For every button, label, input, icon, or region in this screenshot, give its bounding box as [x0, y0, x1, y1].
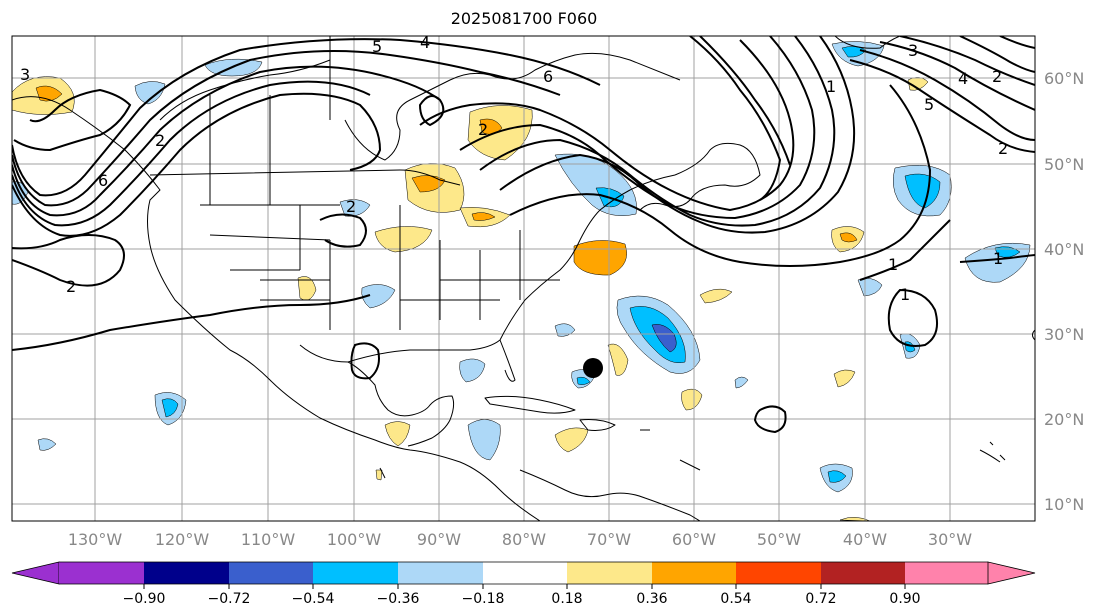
colorbar-segment — [144, 562, 229, 584]
contour-label: 5 — [924, 95, 934, 114]
lon-label: 130°W — [68, 530, 123, 549]
contour-label: 5 — [372, 37, 382, 56]
contour-label: 1 — [900, 285, 910, 304]
contour-label: 2 — [346, 197, 356, 216]
contour-label: 2 — [66, 277, 76, 296]
lon-label: 60°W — [672, 530, 716, 549]
lat-label: 60°N — [1044, 69, 1084, 88]
colorbar-tick-label: −0.54 — [292, 591, 335, 607]
colorbar-tick-label: −0.72 — [208, 591, 251, 607]
lon-label: 30°W — [928, 530, 972, 549]
colorbar-segment — [821, 562, 905, 584]
colorbar-segment — [567, 562, 652, 584]
colorbar-tick-label: −0.90 — [123, 591, 166, 607]
lat-label: 40°N — [1044, 240, 1084, 259]
colorbar-segment — [59, 562, 144, 584]
contour-label: 4 — [958, 69, 968, 88]
lon-label: 70°W — [587, 530, 631, 549]
longitude-labels: 130°W 120°W 110°W 100°W 90°W 80°W 70°W 6… — [68, 530, 972, 549]
colorbar-segment — [483, 562, 567, 584]
coastlines — [12, 36, 1035, 521]
contour-label: 1 — [888, 255, 898, 274]
colorbar-segment — [736, 562, 821, 584]
gridlines — [12, 36, 1035, 521]
contour-label: 3 — [20, 65, 30, 84]
lon-label: 40°W — [843, 530, 887, 549]
colorbar: −0.90 −0.72 −0.54 −0.36 −0.18 0.18 0.36 … — [11, 561, 1036, 607]
latitude-labels: 60°N 50°N 40°N 30°N 20°N 10°N — [1044, 69, 1084, 514]
contour-label: 1 — [993, 249, 1003, 268]
colorbar-tick-label: 0.72 — [805, 591, 836, 607]
colorbar-segment — [229, 562, 313, 584]
colorbar-segment — [313, 562, 398, 584]
colorbar-tick-label: 0.90 — [889, 591, 920, 607]
lat-label: 30°N — [1044, 325, 1084, 344]
contour-label: 6 — [98, 171, 108, 190]
storm-center-marker — [583, 358, 603, 378]
map-frame — [11, 35, 1036, 522]
contour-label: 2 — [478, 120, 488, 139]
colorbar-tick-label: 0.36 — [636, 591, 667, 607]
contours — [12, 36, 1035, 434]
lat-label: 10°N — [1044, 495, 1084, 514]
lon-label: 100°W — [327, 530, 382, 549]
lon-label: 90°W — [417, 530, 461, 549]
colorbar-segment — [398, 562, 483, 584]
contour-label: 4 — [420, 33, 430, 52]
lon-label: 120°W — [155, 530, 210, 549]
lon-label: 50°W — [757, 530, 801, 549]
contour-label: 6 — [543, 67, 553, 86]
colorbar-high-extend — [987, 561, 1036, 585]
map-title: 2025081700 F060 — [450, 9, 598, 28]
contour-label: 2 — [998, 139, 1008, 158]
contour-label: 1 — [826, 77, 836, 96]
lat-label: 50°N — [1044, 155, 1084, 174]
anomaly-shading — [12, 41, 1031, 521]
lon-label: 80°W — [502, 530, 546, 549]
colorbar-low-extend — [11, 561, 60, 585]
contour-labels: 5 4 6 2 6 2 2 3 4 5 2 1 1 2 3 2 1 1 — [20, 33, 1008, 304]
colorbar-segment — [905, 562, 988, 584]
lon-label: 110°W — [241, 530, 296, 549]
lat-label: 20°N — [1044, 410, 1084, 429]
colorbar-segment — [652, 562, 736, 584]
contour-label: 2 — [155, 131, 165, 150]
colorbar-tick-label: −0.18 — [462, 591, 505, 607]
contour-label: 2 — [992, 67, 1002, 86]
contour-label: 3 — [908, 41, 918, 60]
colorbar-tick-label: 0.18 — [551, 591, 582, 607]
colorbar-tick-label: 0.54 — [720, 591, 751, 607]
colorbar-tick-label: −0.36 — [377, 591, 420, 607]
